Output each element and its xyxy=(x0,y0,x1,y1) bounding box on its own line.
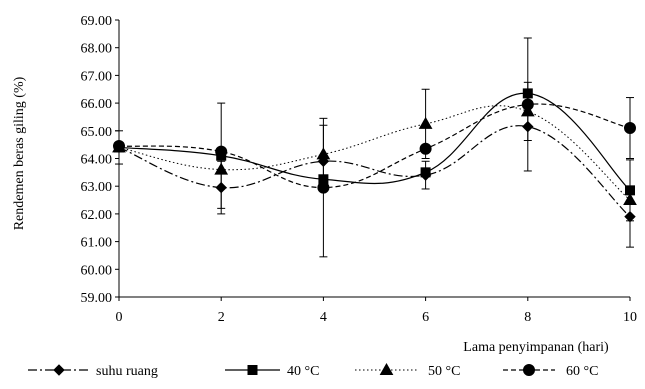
y-axis-title: Rendemen beras giling (%) xyxy=(12,76,27,230)
y-tick-label: 59.00 xyxy=(81,291,113,306)
x-tick-label: 4 xyxy=(320,310,327,325)
data-point xyxy=(113,140,125,153)
series-line xyxy=(118,103,631,189)
y-tick-label: 62.00 xyxy=(81,208,113,223)
data-point xyxy=(316,147,331,160)
x-tick-label: 10 xyxy=(623,310,637,325)
legend-label: suhu ruang xyxy=(96,364,158,379)
x-tick-label: 8 xyxy=(524,310,531,325)
data-point xyxy=(624,210,636,223)
x-tick-label: 6 xyxy=(422,310,429,325)
data-point xyxy=(420,167,431,178)
series-group xyxy=(112,37,637,258)
data-point xyxy=(522,88,533,99)
series-line xyxy=(118,125,631,218)
data-point xyxy=(418,116,433,129)
series-2 xyxy=(112,104,637,206)
legend-item: 50 °C xyxy=(355,362,460,379)
y-tick-label: 65.00 xyxy=(81,125,113,140)
series-3 xyxy=(113,98,636,194)
legend-marker xyxy=(247,365,258,375)
data-point xyxy=(521,98,534,111)
legend-marker xyxy=(53,364,65,376)
legend-item: 60 °C xyxy=(503,364,598,379)
series-line xyxy=(118,92,631,191)
y-tick-label: 60.00 xyxy=(81,263,113,278)
legend-label: 50 °C xyxy=(428,364,460,379)
y-tick-label: 68.00 xyxy=(81,42,113,57)
data-point xyxy=(520,104,535,117)
x-tick-label: 0 xyxy=(116,310,123,325)
data-point xyxy=(522,120,534,133)
y-tick-label: 69.00 xyxy=(81,14,113,29)
x-tick-label: 2 xyxy=(218,310,225,325)
legend: suhu ruang 40 °C 50 °C 60 °C xyxy=(28,362,598,379)
legend-item: suhu ruang xyxy=(28,364,158,379)
data-point xyxy=(215,181,227,194)
data-point xyxy=(624,122,636,135)
y-tick-label: 66.00 xyxy=(81,97,113,112)
legend-item: 40 °C xyxy=(225,364,319,379)
data-point xyxy=(215,145,228,158)
x-axis-title: Lama penyimpanan (hari) xyxy=(463,340,609,355)
legend-label: 60 °C xyxy=(566,364,598,379)
data-point xyxy=(214,162,229,175)
data-point xyxy=(419,142,432,155)
data-point xyxy=(317,181,330,194)
y-tick-label: 61.00 xyxy=(81,236,113,251)
y-tick-label: 64.00 xyxy=(81,153,113,168)
axes: 59.00 60.00 61.00 62.00 63.00 64.00 65.00 66.00… xyxy=(12,14,637,355)
series-0 xyxy=(113,120,636,223)
legend-label: 40 °C xyxy=(287,364,319,379)
y-tick-label: 67.00 xyxy=(81,69,113,84)
legend-marker xyxy=(379,362,394,375)
y-tick-label: 63.00 xyxy=(81,180,113,195)
legend-marker xyxy=(523,364,535,376)
series-1 xyxy=(114,88,635,196)
data-point xyxy=(623,193,637,206)
